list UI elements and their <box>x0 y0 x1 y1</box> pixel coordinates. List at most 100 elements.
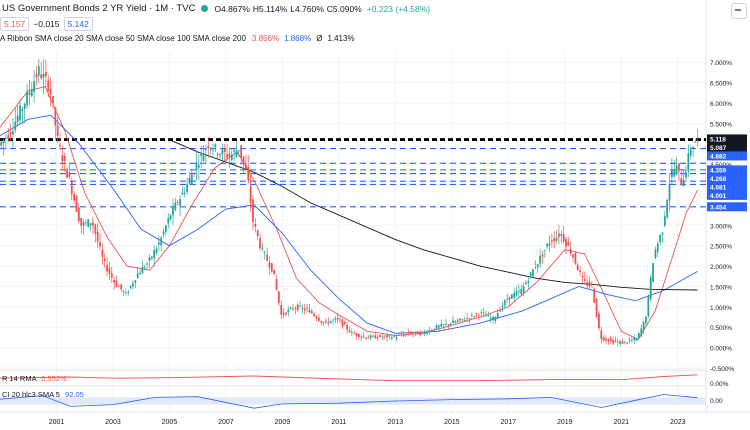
ma-ribbon-label[interactable]: A Ribbon SMA close 20 SMA close 50 SMA c… <box>0 34 246 43</box>
candle-body <box>550 240 553 242</box>
y-tick-label: 1.000% <box>710 305 732 312</box>
candle-body <box>649 277 652 300</box>
candle-body <box>84 222 87 224</box>
candle-body <box>348 330 351 333</box>
candle-body <box>616 341 619 343</box>
sma-line-3 <box>169 139 698 291</box>
candle-body <box>433 328 436 330</box>
candle-body <box>209 148 212 150</box>
candle-body <box>120 284 123 290</box>
candle-body <box>560 233 563 236</box>
candle-body <box>576 264 579 271</box>
candle-body <box>355 333 358 336</box>
x-tick-label: 2001 <box>49 419 65 426</box>
price-level-tag-text: 4.001 <box>710 193 727 200</box>
symbol-title[interactable]: US Government Bonds 2 YR Yield · 1M · TV… <box>2 3 196 14</box>
candle-body <box>522 286 525 293</box>
sma100-value: Ø <box>316 34 323 43</box>
atr-label[interactable]: R 14 RMA <box>2 374 37 383</box>
candle-body <box>247 166 250 181</box>
candle-body <box>188 177 191 184</box>
candle-body <box>306 307 309 310</box>
candle-body <box>233 150 236 152</box>
candle-body <box>685 171 687 178</box>
candle-body <box>266 254 269 261</box>
candle-body <box>506 299 509 300</box>
ask-button[interactable]: 5.142 <box>63 17 93 31</box>
candle-body <box>513 293 516 298</box>
candle-body <box>619 341 622 344</box>
candle-body <box>26 91 28 106</box>
price-level-tag <box>707 182 747 192</box>
candle-body <box>397 334 400 336</box>
candle-body <box>301 307 304 309</box>
candle-body <box>197 165 200 168</box>
candle-body <box>353 333 356 335</box>
candle-body <box>68 172 71 178</box>
ohlc-low: L4.760% <box>290 3 324 14</box>
candle-body <box>532 269 534 277</box>
candle-body <box>169 215 172 220</box>
chart-legend-header: US Government Bonds 2 YR Yield · 1M · TV… <box>0 0 730 52</box>
price-level-tag <box>707 173 747 183</box>
candle-body <box>77 207 80 222</box>
candle-body <box>485 315 487 317</box>
candle-body <box>303 308 306 311</box>
candle-body <box>235 150 238 157</box>
price-level-tag-text: 3.454 <box>710 205 727 212</box>
y-tick-label: 6.000% <box>710 101 732 108</box>
candle-body <box>254 223 257 227</box>
price-axis <box>706 0 750 430</box>
candle-body <box>654 249 657 258</box>
cci-value: 92.05 <box>65 390 84 399</box>
candle-body <box>400 334 403 336</box>
candle-body <box>496 313 499 318</box>
candle-body <box>113 280 116 283</box>
candle-body <box>287 309 290 313</box>
candle-body <box>445 323 447 325</box>
candle-body <box>694 142 697 143</box>
candle-body <box>343 321 346 325</box>
candle-body <box>80 218 83 226</box>
candle-body <box>186 184 188 192</box>
candle-body <box>289 307 292 309</box>
candle-body <box>449 323 452 325</box>
candle-body <box>466 318 469 319</box>
candle-body <box>334 318 337 320</box>
candle-body <box>365 337 367 339</box>
candle-body <box>379 335 381 338</box>
candle-body <box>320 320 323 323</box>
candle-body <box>374 335 377 339</box>
collapse-legend-button[interactable] <box>731 3 747 19</box>
candle-body <box>529 272 532 276</box>
candle-body <box>569 248 572 254</box>
candle-body <box>212 150 214 152</box>
candle-body <box>325 320 327 322</box>
candle-body <box>447 324 450 326</box>
candle-body <box>692 146 694 148</box>
candle-body <box>28 92 31 96</box>
candle-body <box>141 267 144 274</box>
candle-body <box>459 318 461 321</box>
y-tick-label: 7.000% <box>710 60 732 67</box>
candle-body <box>75 196 78 212</box>
candle-body <box>536 263 539 268</box>
candle-body <box>628 339 631 341</box>
candle-body <box>482 312 485 314</box>
price-level-tag <box>707 151 747 161</box>
cci-label[interactable]: CI 20 hlc3 SMA 5 <box>2 390 60 399</box>
candle-body <box>183 192 186 194</box>
candle-body <box>202 153 205 161</box>
candle-body <box>207 146 210 149</box>
candle-body <box>565 238 567 247</box>
candle-body <box>595 298 598 317</box>
candle-body <box>292 308 294 310</box>
ohlc-high: H5.114% <box>252 3 288 14</box>
bid-button[interactable]: 5.157 <box>0 17 30 31</box>
candle-body <box>388 335 391 337</box>
candle-body <box>313 313 316 317</box>
candle-body <box>49 88 52 95</box>
candle-body <box>386 335 389 338</box>
candle-body <box>153 250 156 259</box>
